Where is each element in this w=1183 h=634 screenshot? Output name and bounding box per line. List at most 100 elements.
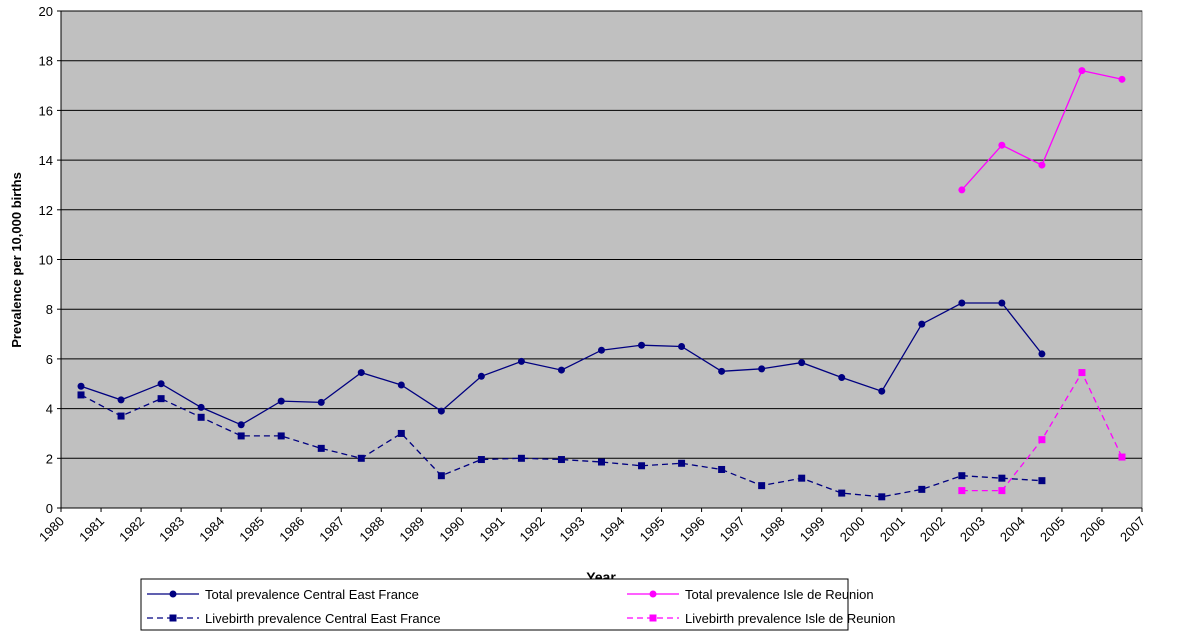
series-group: [77, 67, 1126, 501]
y-tick-label: 18: [39, 54, 53, 69]
data-point: [678, 459, 686, 467]
x-tick-label: 1992: [517, 514, 548, 545]
data-point: [437, 472, 445, 480]
legend-label: Total prevalence Isle de Reunion: [685, 587, 874, 602]
data-point: [477, 372, 485, 380]
x-tick-label: 2007: [1117, 514, 1148, 545]
legend-marker: [649, 590, 657, 598]
data-point: [1118, 75, 1126, 83]
data-point: [878, 493, 886, 501]
data-point: [918, 320, 926, 328]
data-point: [117, 396, 125, 404]
y-tick-label: 12: [39, 203, 53, 218]
x-tick-label: 1987: [316, 514, 347, 545]
x-tick-label: 2005: [1037, 514, 1068, 545]
data-point: [157, 395, 165, 403]
x-axis-ticks: 1980 1981 1982 1983 1984 1985 1986 1987 1988 1989…: [36, 508, 1148, 545]
data-point: [798, 359, 806, 367]
data-point: [477, 456, 485, 464]
data-point: [718, 367, 726, 375]
series-4: [958, 369, 1126, 495]
data-point: [77, 382, 85, 390]
x-tick-label: 1997: [717, 514, 748, 545]
data-point: [1078, 369, 1086, 377]
y-tick-label: 4: [46, 402, 53, 417]
legend-item-3: Livebirth prevalence Central East France: [147, 611, 441, 626]
data-point: [838, 374, 846, 382]
data-point: [157, 380, 165, 388]
legend-box: [140, 578, 849, 631]
data-point: [998, 487, 1006, 495]
data-point: [958, 487, 966, 495]
data-point: [998, 299, 1006, 307]
data-point: [77, 391, 85, 399]
x-tick-label: 1986: [276, 514, 307, 545]
y-tick-label: 10: [39, 253, 53, 268]
series-1: [77, 299, 1046, 429]
legend-label: Livebirth prevalence Isle de Reunion: [685, 611, 895, 626]
legend-item-2: Total prevalence Isle de Reunion: [627, 587, 874, 602]
x-tick-label: 1983: [156, 514, 187, 545]
x-tick-label: 1995: [637, 514, 668, 545]
data-point: [758, 365, 766, 373]
data-point: [317, 444, 325, 452]
data-point: [678, 342, 686, 350]
legend-label: Total prevalence Central East France: [205, 587, 419, 602]
data-point: [277, 432, 285, 440]
data-point: [798, 474, 806, 482]
x-tick-label: 2001: [877, 514, 908, 545]
data-point: [557, 366, 565, 374]
series-2: [958, 67, 1126, 194]
data-point: [638, 462, 646, 470]
data-point: [958, 299, 966, 307]
y-tick-label: 16: [39, 103, 53, 118]
data-point: [1038, 477, 1046, 485]
data-point: [958, 186, 966, 194]
data-point: [838, 489, 846, 497]
legend-marker: [169, 614, 177, 622]
y-tick-label: 8: [46, 302, 53, 317]
x-tick-label: 1996: [677, 514, 708, 545]
x-tick-label: 1989: [396, 514, 427, 545]
x-tick-label: 2004: [997, 514, 1028, 545]
x-tick-label: 1982: [116, 514, 147, 545]
data-point: [357, 454, 365, 462]
y-axis-ticks: 0 2 4 6 8 10 12 14 16 18 20: [39, 4, 61, 516]
data-point: [1118, 453, 1126, 461]
data-point: [1038, 350, 1046, 358]
data-point: [117, 412, 125, 420]
x-tick-label: 2006: [1077, 514, 1108, 545]
data-point: [437, 407, 445, 415]
data-point: [998, 141, 1006, 149]
x-tick-label: 1990: [436, 514, 467, 545]
x-tick-label: 2002: [917, 514, 948, 545]
data-point: [918, 485, 926, 493]
data-point: [277, 397, 285, 405]
y-tick-label: 20: [39, 4, 53, 19]
legend-item-1: Total prevalence Central East France: [147, 587, 419, 602]
data-point: [718, 465, 726, 473]
x-tick-label: 1998: [757, 514, 788, 545]
data-point: [197, 403, 205, 411]
x-tick-label: 1985: [236, 514, 267, 545]
data-point: [397, 381, 405, 389]
data-point: [317, 398, 325, 406]
data-point: [598, 458, 605, 466]
x-tick-label: 1999: [797, 514, 828, 545]
y-tick-label: 14: [39, 153, 53, 168]
x-tick-label: 2003: [957, 514, 988, 545]
gridlines: [60, 10, 1142, 509]
data-point: [998, 474, 1006, 482]
data-point: [1038, 436, 1046, 444]
y-tick-label: 6: [46, 352, 53, 367]
series-3: [77, 391, 1046, 501]
legend-item-4: Livebirth prevalence Isle de Reunion: [627, 611, 895, 626]
data-point: [598, 346, 605, 354]
x-tick-label: 1984: [196, 514, 227, 545]
data-point: [878, 387, 886, 395]
data-point: [1038, 161, 1046, 169]
data-point: [397, 429, 405, 437]
x-tick-label: 2000: [837, 514, 868, 545]
x-tick-label: 1980: [36, 514, 67, 545]
x-tick-label: 1993: [557, 514, 588, 545]
